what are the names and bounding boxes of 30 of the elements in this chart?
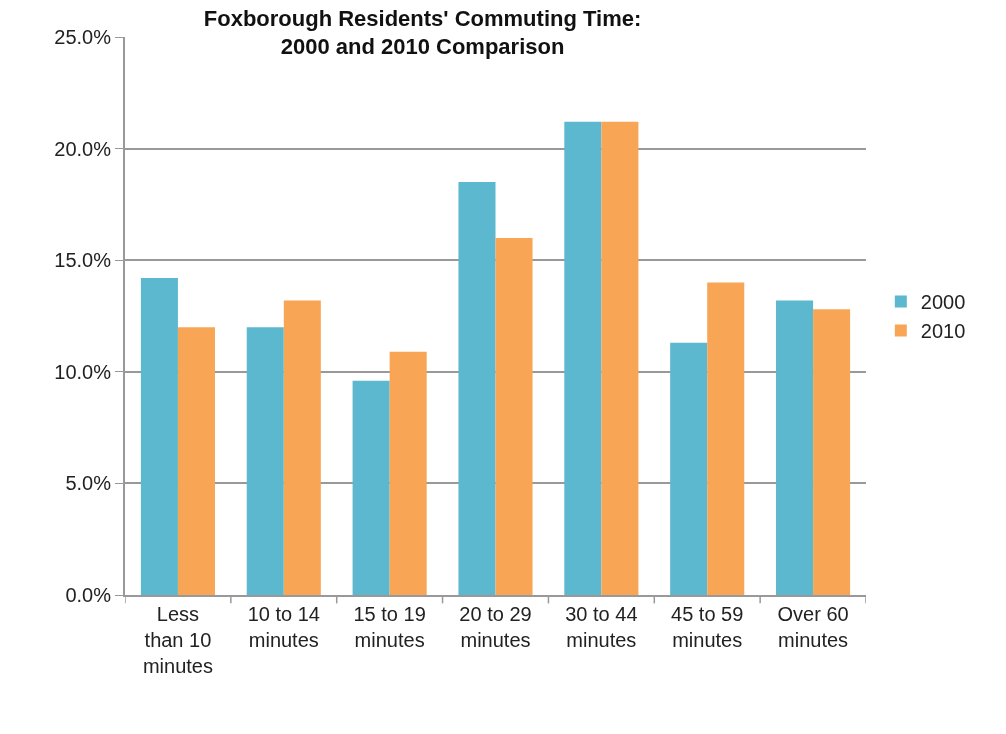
x-tick-label: 10 to 14 minutes	[247, 603, 320, 651]
x-tick-label: 30 to 44 minutes	[565, 603, 638, 651]
bar	[458, 182, 496, 595]
y-tick-label: 20.0%	[54, 137, 112, 160]
legend-label: 2000	[920, 291, 966, 314]
x-tick-label: 15 to 19 minutes	[353, 603, 426, 651]
x-tick-label: Less than 10 minutes	[142, 603, 213, 677]
bar	[352, 380, 390, 595]
bar	[246, 327, 284, 595]
y-tick-label: 15.0%	[54, 249, 112, 272]
bar	[707, 282, 745, 595]
bar	[601, 121, 639, 595]
y-tick-label: 0.0%	[65, 584, 112, 606]
bar	[389, 351, 427, 595]
bar	[564, 121, 602, 595]
bar	[495, 237, 533, 595]
bar	[813, 309, 851, 595]
x-tick-label: Over 60 minutes	[777, 603, 849, 651]
bar	[776, 300, 814, 595]
bar	[283, 300, 321, 595]
y-tick-label: 10.0%	[54, 360, 112, 383]
y-tick-label: 25.0%	[54, 26, 112, 48]
y-tick-label: 5.0%	[65, 472, 112, 495]
x-tick-label: 20 to 29 minutes	[459, 603, 532, 651]
chart-title: Foxborough Residents' Commuting Time: 2000 and 2010 Comparison	[203, 5, 642, 60]
legend-label: 2010	[920, 320, 966, 343]
bar	[140, 278, 178, 595]
x-tick-label: 45 to 59 minutes	[671, 603, 744, 651]
bar	[177, 327, 215, 595]
bar	[670, 342, 708, 595]
